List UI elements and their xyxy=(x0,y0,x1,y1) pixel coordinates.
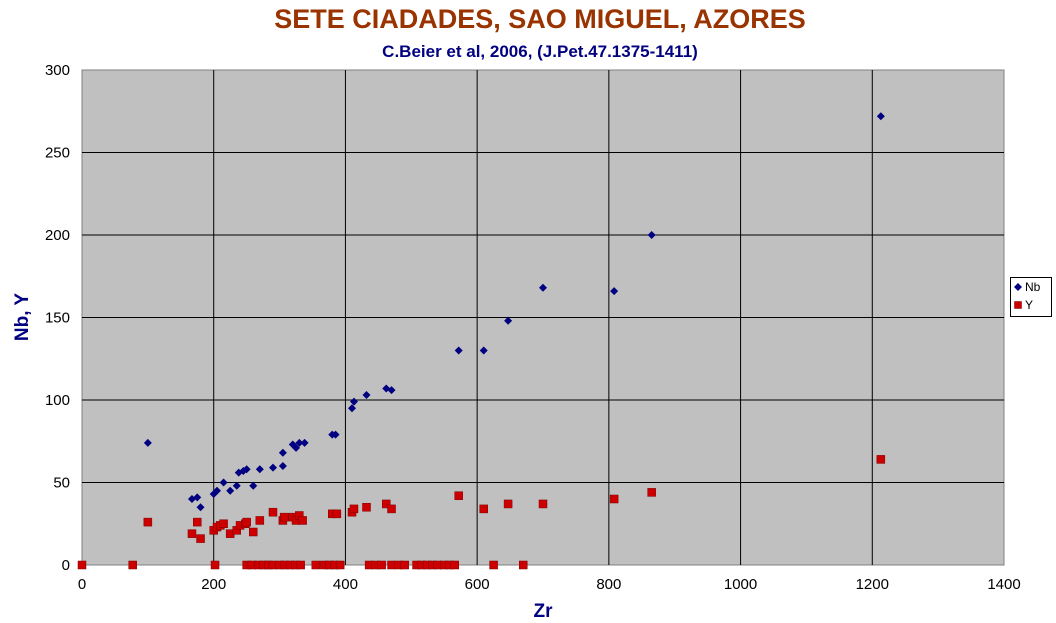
data-point-nb xyxy=(539,283,547,292)
chart-subtitle: C.Beier et al, 2006, (J.Pet.47.1375-1411… xyxy=(382,42,698,61)
data-point-nb xyxy=(213,486,222,495)
data-point-y xyxy=(647,488,656,497)
data-point-y xyxy=(196,534,205,543)
legend-item-nb: Nb xyxy=(1011,278,1051,296)
data-point-y xyxy=(876,455,886,464)
data-point-nb xyxy=(479,346,488,355)
data-point-nb xyxy=(292,443,301,452)
data-point-y xyxy=(387,504,396,514)
x-tick-label: 1200 xyxy=(856,576,889,593)
data-point-nb xyxy=(278,448,287,457)
diamond-marker-icon xyxy=(1014,283,1022,291)
y-tick-label: 150 xyxy=(45,310,70,327)
y-tick-label: 300 xyxy=(45,62,70,79)
y-tick-label: 250 xyxy=(45,145,70,162)
data-point-y xyxy=(454,491,463,500)
data-point-y xyxy=(268,507,278,517)
x-tick-label: 600 xyxy=(465,576,490,593)
data-point-y xyxy=(210,560,220,570)
data-point-y xyxy=(503,499,513,509)
data-point-y xyxy=(450,560,460,570)
y-tick-label: 100 xyxy=(45,392,70,409)
data-point-nb xyxy=(876,112,885,121)
data-point-nb xyxy=(268,463,277,472)
data-point-y xyxy=(400,560,409,570)
data-point-nb xyxy=(647,231,656,239)
x-axis-label: Zr xyxy=(534,601,554,622)
x-tick-label: 200 xyxy=(201,576,226,593)
data-point-nb xyxy=(331,430,340,439)
data-point-y xyxy=(128,560,137,570)
data-point-y xyxy=(538,499,548,509)
data-point-nb xyxy=(610,287,619,296)
y-tick-label: 0 xyxy=(62,557,70,574)
square-marker-icon xyxy=(1014,301,1022,309)
data-point-nb xyxy=(348,404,357,413)
data-point-y xyxy=(489,560,498,570)
y-tick-label: 200 xyxy=(45,227,70,244)
data-point-y xyxy=(335,560,345,570)
data-point-y xyxy=(248,527,258,537)
data-points xyxy=(77,112,886,570)
data-point-y xyxy=(298,516,307,525)
data-point-y xyxy=(362,503,371,512)
data-point-y xyxy=(479,504,488,514)
data-point-nb xyxy=(226,486,235,495)
y-tick-label: 50 xyxy=(53,475,70,492)
data-point-y xyxy=(255,516,265,525)
legend-label-y: Y xyxy=(1025,298,1034,312)
data-point-y xyxy=(349,504,359,514)
data-point-y xyxy=(187,529,197,538)
y-axis-label: Nb, Y xyxy=(12,293,33,342)
data-point-y xyxy=(296,560,305,570)
data-point-nb xyxy=(143,438,152,447)
data-point-nb xyxy=(300,438,309,447)
data-point-y xyxy=(143,517,153,527)
x-tick-label: 1000 xyxy=(724,576,757,593)
data-point-nb xyxy=(387,386,396,395)
legend: Nb Y xyxy=(1010,277,1052,317)
data-point-y xyxy=(219,519,228,528)
x-tick-label: 1400 xyxy=(987,576,1020,593)
chart-title: SETE CIADADES, SAO MIGUEL, AZORES xyxy=(274,4,806,34)
data-point-nb xyxy=(454,346,463,355)
data-point-y xyxy=(77,560,87,570)
data-point-nb xyxy=(278,462,287,470)
data-point-y xyxy=(609,494,619,504)
data-point-nb xyxy=(349,397,358,406)
grid-lines xyxy=(82,70,1004,565)
x-tick-label: 0 xyxy=(78,576,86,593)
tick-labels: 0 200 400 600 800 1000 1200 1400 0 50 100 150 200 250… xyxy=(45,62,1021,593)
data-point-nb xyxy=(249,481,258,490)
legend-item-y: Y xyxy=(1011,296,1051,314)
data-point-y xyxy=(518,560,528,570)
data-point-nb xyxy=(232,481,241,490)
x-tick-label: 400 xyxy=(333,576,358,593)
x-tick-label: 800 xyxy=(596,576,621,593)
data-point-y xyxy=(332,509,342,519)
data-point-nb xyxy=(242,465,251,474)
data-point-nb xyxy=(196,503,205,512)
data-point-nb xyxy=(255,465,264,474)
data-point-y xyxy=(387,560,396,570)
data-point-y xyxy=(311,560,321,570)
data-point-nb xyxy=(362,391,371,400)
data-point-nb xyxy=(219,478,228,487)
data-point-y xyxy=(279,512,289,522)
data-point-y xyxy=(382,499,391,509)
data-point-nb xyxy=(193,493,202,502)
legend-label-nb: Nb xyxy=(1025,280,1041,294)
data-point-nb xyxy=(504,316,513,325)
data-point-y xyxy=(193,517,202,527)
data-point-nb xyxy=(295,438,304,447)
data-point-y xyxy=(377,560,386,570)
data-point-y xyxy=(242,517,251,527)
